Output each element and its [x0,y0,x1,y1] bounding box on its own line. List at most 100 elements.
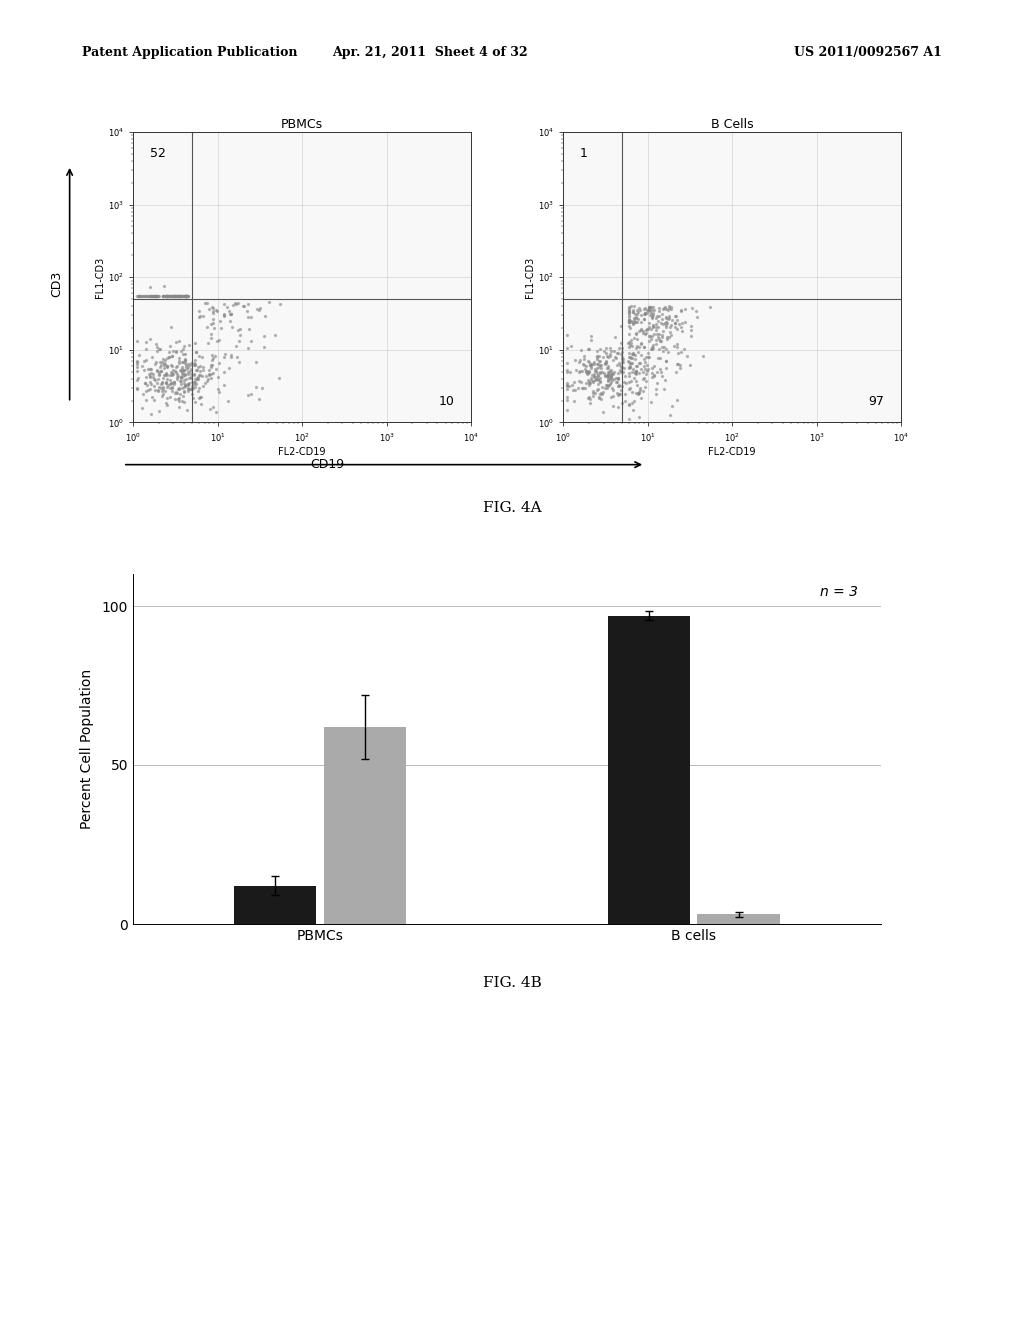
Point [598,352,614,374]
Point [186,371,203,392]
Point [604,350,621,371]
Point [206,317,222,338]
Point [161,285,177,306]
Point [164,380,180,401]
Point [161,285,177,306]
Point [609,367,626,388]
Point [596,363,612,384]
Point [628,360,644,381]
Point [624,348,640,370]
Point [600,366,616,387]
Point [640,347,656,368]
Point [581,339,597,360]
Point [637,302,653,323]
Point [581,362,597,383]
Point [610,363,627,384]
Point [592,370,608,391]
Point [204,296,220,317]
Point [628,322,644,343]
Point [673,317,689,338]
Point [186,333,203,354]
Text: FIG. 4B: FIG. 4B [482,977,542,990]
Point [146,285,163,306]
Point [664,395,680,416]
Point [164,355,180,376]
Point [205,313,221,334]
X-axis label: FL2-CD19: FL2-CD19 [279,446,326,457]
Point [662,305,678,326]
Point [190,306,207,327]
Text: Patent Application Publication: Patent Application Publication [82,46,297,59]
Point [590,379,606,400]
Point [621,351,637,372]
Point [594,362,610,383]
Point [688,301,705,322]
Point [577,348,593,370]
Point [162,335,178,356]
Point [148,360,165,381]
Point [143,387,160,408]
Point [227,294,244,315]
Point [657,306,674,327]
Point [138,389,155,411]
Point [180,364,197,385]
Point [593,355,609,376]
Point [635,308,651,329]
Point [187,355,204,376]
Point [138,350,155,371]
Point [174,359,190,380]
Point [252,297,268,318]
Point [581,371,597,392]
Point [629,312,645,333]
Point [148,359,165,380]
Point [607,347,624,368]
Point [178,285,195,306]
Point [161,347,177,368]
Point [128,378,144,399]
Point [649,317,666,338]
Point [168,341,184,362]
Point [613,351,630,372]
Point [168,342,184,363]
Point [611,383,628,404]
Point [621,323,637,345]
Point [156,285,172,306]
Point [179,354,196,375]
Point [643,302,659,323]
Point [189,367,206,388]
Point [172,370,188,391]
Point [622,356,638,378]
Point [143,346,160,367]
Point [658,313,675,334]
Point [621,363,637,384]
Point [205,347,221,368]
Point [597,366,613,387]
Point [178,285,195,306]
Point [155,285,171,306]
Point [154,385,170,407]
Point [179,358,196,379]
Point [162,370,178,391]
Point [592,351,608,372]
Point [159,364,175,385]
Point [146,285,163,306]
Point [174,285,190,306]
Point [625,313,641,334]
Point [158,392,174,413]
Point [643,326,659,347]
Point [603,341,620,362]
Point [602,368,618,389]
Point [144,285,161,306]
Point [156,355,172,376]
Point [148,285,165,306]
Point [190,387,207,408]
Point [141,378,158,399]
Point [578,378,594,399]
Point [609,342,626,363]
Point [626,368,642,389]
Point [589,348,605,370]
Point [148,285,165,306]
Point [637,376,653,397]
Point [656,379,673,400]
Point [128,330,144,351]
